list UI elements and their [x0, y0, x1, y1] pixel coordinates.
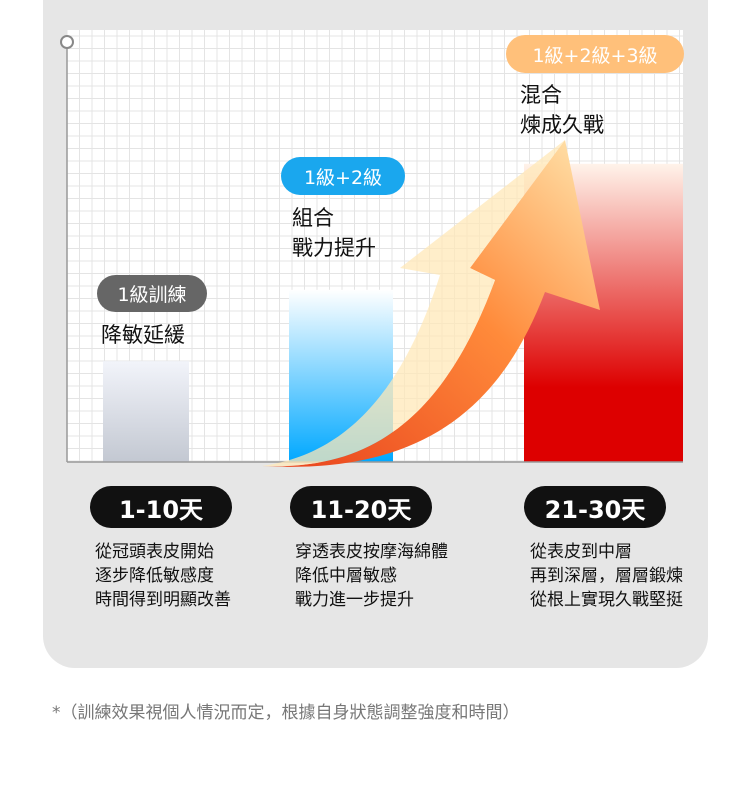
- stage-1-title: 降敏延緩: [101, 320, 185, 350]
- desc-line: 逐步降低敏感度: [95, 566, 214, 586]
- desc-line: 從冠頭表皮開始: [95, 542, 214, 562]
- day-label-2: 11-20天: [290, 486, 432, 528]
- day-label-1: 1-10天: [90, 486, 232, 528]
- stage-3-badge: 1級+2級+3級: [506, 35, 684, 73]
- stage-1-description: 從冠頭表皮開始 逐步降低敏感度 時間得到明顯改善: [95, 540, 231, 612]
- title-line: 降敏延緩: [101, 323, 185, 347]
- stage-2-description: 穿透表皮按摩海綿體 降低中層敏感 戰力進一步提升: [295, 540, 448, 612]
- trend-arrow-icon: [262, 140, 600, 467]
- title-line: 煉成久戰: [520, 113, 604, 137]
- footnote: *（訓練效果視個人情況而定，根據自身狀態調整強度和時間）: [52, 703, 520, 723]
- axis-origin-circle-icon: [60, 35, 74, 49]
- stage-1-badge: 1級訓練: [97, 275, 207, 312]
- stage-3-description: 從表皮到中層再到深層，層層鍛煉 從根上實現久戰堅挺: [530, 540, 683, 612]
- desc-line: 穿透表皮按摩海綿體: [295, 542, 448, 562]
- badge-label: 1級+2級: [303, 166, 383, 189]
- desc-line: 降低中層敏感: [295, 566, 397, 586]
- desc-line: 時間得到明顯改善: [95, 590, 231, 610]
- desc-line: 再到深層，層層鍛煉: [530, 566, 683, 586]
- desc-line: 戰力進一步提升: [295, 590, 414, 610]
- desc-line: 從表皮到中層: [530, 542, 632, 562]
- arrow-highlight: [262, 140, 565, 467]
- stage-2-title: 組合 戰力提升: [292, 203, 376, 263]
- progress-chart: [60, 30, 683, 467]
- title-line: 戰力提升: [292, 236, 376, 260]
- title-line: 混合: [520, 83, 562, 107]
- badge-label: 1級訓練: [117, 284, 187, 306]
- badge-label: 1級+2級+3級: [532, 44, 658, 67]
- title-line: 組合: [292, 206, 334, 230]
- stage-2-badge: 1級+2級: [281, 157, 405, 195]
- stage-3-title: 混合 煉成久戰: [520, 80, 604, 140]
- bar-1: [103, 361, 189, 462]
- desc-line: 從根上實現久戰堅挺: [530, 590, 683, 610]
- day-label-3: 21-30天: [524, 486, 666, 528]
